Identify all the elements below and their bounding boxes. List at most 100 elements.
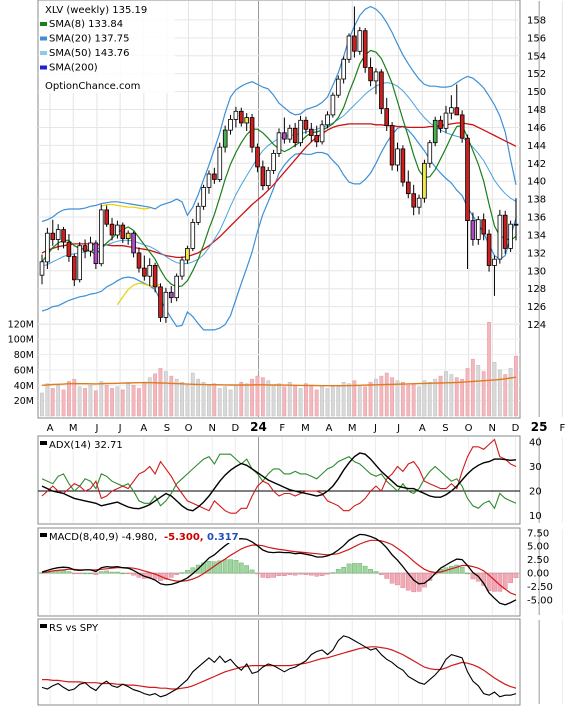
- candle-body: [405, 181, 411, 195]
- macd-histogram-bar: [368, 569, 373, 574]
- x-axis-label: F: [279, 423, 285, 434]
- candle-body: [303, 119, 309, 130]
- volume-bar: [384, 372, 389, 417]
- volume-bar: [126, 383, 131, 417]
- macd-histogram-bar: [497, 572, 503, 592]
- candle-body: [373, 71, 379, 82]
- volume-bar: [83, 388, 87, 417]
- volume-bar: [266, 380, 271, 417]
- macd-histogram-bar: [249, 569, 255, 574]
- adx-y-ticks: 10 20 30 40: [529, 437, 542, 522]
- volume-bar: [77, 386, 82, 417]
- adx-y-tick-label: 20: [529, 487, 542, 498]
- volume-y-tick-label: 40M: [14, 381, 34, 392]
- price-y-tick-label: 132: [527, 248, 546, 259]
- volume-bar: [341, 381, 346, 417]
- candle-body: [352, 35, 357, 52]
- volume-bar: [320, 385, 324, 417]
- candle-body: [249, 117, 255, 148]
- volume-bar: [228, 389, 233, 417]
- volume-bar: [185, 385, 190, 417]
- candle-body: [459, 114, 465, 139]
- yellow-band-upper: [101, 203, 150, 210]
- macd-histogram-bar: [379, 572, 384, 575]
- candle-body: [400, 148, 406, 183]
- volume-bar: [50, 388, 55, 417]
- volume-bar: [196, 378, 201, 417]
- candle-body: [325, 114, 330, 126]
- volume-bar: [374, 378, 378, 417]
- macd-histogram-bar: [502, 572, 508, 589]
- volume-bar: [438, 375, 443, 417]
- macd-histogram-bar: [98, 571, 104, 574]
- macd-histogram-bar: [465, 572, 470, 575]
- volume-y-ticks: 20M 40M 60M 80M 100M 120M: [8, 319, 34, 407]
- macd-histogram-bar: [459, 567, 465, 574]
- macd-histogram-bar: [486, 572, 492, 591]
- macd-histogram-bar: [319, 572, 325, 576]
- adx-line: [41, 452, 517, 512]
- volume-bar: [88, 385, 93, 417]
- adx-y-tick-label: 30: [529, 462, 542, 473]
- price-y-tick-label: 158: [527, 15, 546, 26]
- legend-label: SMA(20) 137.75: [49, 34, 130, 45]
- macd-histogram-bar: [104, 570, 110, 574]
- candle-body: [443, 112, 449, 129]
- volume-bar: [406, 385, 411, 417]
- candle-body: [416, 197, 422, 208]
- price-y-tick-label: 154: [527, 51, 546, 62]
- macd-title: MACD(8,40,9) -4.980,: [49, 532, 157, 543]
- candle-body: [292, 127, 298, 144]
- macd-histogram-bar: [168, 572, 174, 578]
- price-y-tick-label: 140: [527, 177, 546, 188]
- candle-body: [104, 209, 110, 225]
- volume-bar: [336, 385, 341, 417]
- macd-histogram-bar: [346, 563, 352, 574]
- candle-body: [470, 220, 476, 240]
- macd-histogram-bar: [217, 560, 223, 574]
- candle-body: [319, 124, 325, 143]
- legend-label: SMA(50) 143.76: [49, 48, 130, 59]
- macd-histogram-bar: [222, 559, 228, 574]
- price-y-tick-label: 130: [527, 266, 546, 277]
- adx-title: ADX(14) 32.71: [49, 440, 123, 451]
- x-axis-label: J: [118, 423, 122, 434]
- candle-body: [142, 267, 147, 277]
- candle-body: [346, 35, 352, 60]
- candle-body: [158, 286, 163, 318]
- x-axis-label: D: [512, 423, 520, 434]
- adx-grid: [38, 437, 563, 523]
- price-y-tick-label: 128: [527, 284, 546, 295]
- candle-body: [389, 125, 395, 166]
- candle-body: [163, 291, 169, 318]
- macd-histogram-bar: [357, 563, 363, 574]
- volume-bar: [390, 377, 394, 417]
- macd-histogram-bar: [228, 559, 233, 574]
- price-y-tick-label: 126: [527, 302, 546, 313]
- candle-body: [276, 132, 282, 154]
- volume-bar: [433, 378, 438, 417]
- candle-body: [93, 242, 99, 265]
- macd-histogram-bar: [125, 572, 131, 575]
- candle-body: [341, 58, 346, 80]
- candle-body: [185, 247, 190, 261]
- candle-body: [481, 219, 486, 235]
- candle-body: [260, 166, 266, 187]
- macd-y-tick-label: 5.00: [527, 542, 549, 553]
- candle-body: [147, 264, 153, 277]
- macd-histogram-bar: [244, 565, 250, 574]
- volume-y-tick-label: 80M: [14, 350, 34, 361]
- volume-bars: [40, 322, 518, 417]
- rs-lines: [41, 635, 517, 698]
- candle-body: [384, 108, 389, 126]
- price-y-tick-label: 134: [527, 230, 546, 241]
- macd-signal-value: 0.317: [207, 532, 239, 543]
- candle-body: [152, 264, 158, 288]
- adx-lines: [41, 438, 517, 514]
- volume-bar: [352, 380, 357, 417]
- candle-body: [66, 241, 72, 257]
- volume-bar: [314, 389, 319, 417]
- macd-histogram-bar: [481, 572, 487, 586]
- candle-body: [362, 30, 368, 68]
